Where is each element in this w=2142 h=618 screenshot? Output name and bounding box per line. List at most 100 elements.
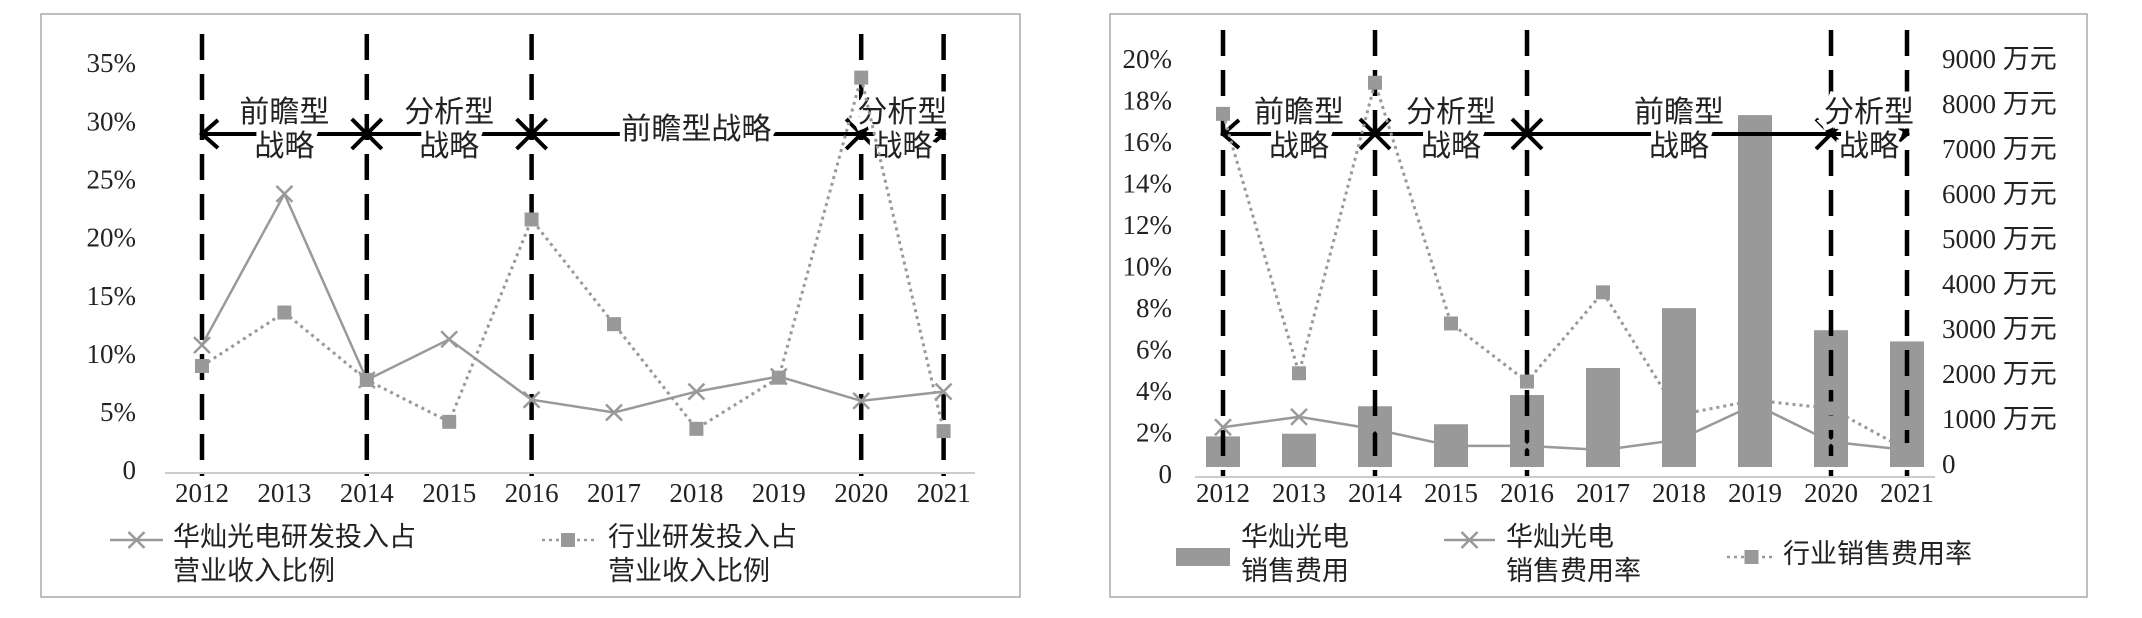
legend-label: 行业销售费用率 — [1783, 539, 1972, 569]
series-line — [1221, 77, 1908, 452]
y2-tick-label: 9000 万元 — [1942, 44, 2057, 74]
y2-tick-label: 4000 万元 — [1942, 269, 2057, 299]
point-marker — [1822, 432, 1840, 451]
x-tick-label: 2017 — [587, 478, 641, 508]
y2-tick-label: 6000 万元 — [1942, 179, 2057, 209]
point-marker — [1216, 106, 1230, 121]
phase-label: 分析型战略 — [857, 96, 947, 163]
point-marker — [1520, 374, 1534, 389]
phase-label: 分析型战略 — [404, 96, 494, 163]
y-tick-label: 18% — [1123, 86, 1173, 116]
point-marker — [1824, 401, 1838, 416]
point-marker — [1672, 407, 1686, 422]
point-marker — [522, 390, 541, 409]
point-marker — [936, 424, 951, 439]
point-marker — [442, 414, 457, 429]
y2-tick-label: 0 — [1942, 449, 1956, 479]
point-marker — [193, 336, 211, 354]
point-marker — [1292, 366, 1306, 381]
point-marker — [1366, 420, 1384, 439]
y2-tick-label: 5000 万元 — [1942, 224, 2057, 254]
x-tick-label: 2020 — [1804, 478, 1858, 508]
y-tick-label: 10% — [87, 339, 137, 369]
point-marker — [277, 305, 292, 320]
phase-label: 前瞻型战略 — [1254, 96, 1344, 163]
panel-left — [40, 13, 1021, 598]
y2-tick-label: 3000 万元 — [1942, 314, 2057, 344]
legend-marker — [1460, 531, 1479, 549]
series-line — [1222, 402, 1908, 452]
legend-label: 华灿光电销售费用 — [1241, 522, 1349, 586]
x-tick-label: 2021 — [917, 478, 971, 508]
x-tick-label: 2016 — [1500, 478, 1554, 508]
point-marker — [1368, 75, 1382, 90]
series-line — [200, 191, 944, 414]
y-tick-label: 25% — [87, 164, 137, 194]
y-tick-label: 20% — [87, 223, 137, 253]
phase-label: 前瞻型战略 — [239, 96, 329, 163]
point-marker — [605, 403, 623, 422]
y2-tick-label: 1000 万元 — [1942, 404, 2057, 434]
y-tick-label: 0 — [1159, 459, 1173, 489]
phase-label: 前瞻型战略 — [1634, 96, 1724, 163]
point-marker — [1442, 436, 1460, 455]
bar — [1282, 433, 1316, 467]
phase-cross — [844, 117, 879, 151]
legend-marker — [1744, 550, 1759, 564]
y-tick-label: 30% — [87, 106, 137, 136]
panel-right — [1109, 13, 2088, 598]
point-marker — [1594, 441, 1612, 459]
phase-cross — [514, 117, 549, 151]
point-marker — [275, 185, 294, 203]
phase-label: 前瞻型战略 — [621, 113, 771, 146]
point-marker — [771, 370, 786, 385]
point-marker — [195, 359, 209, 374]
y-tick-label: 6% — [1136, 335, 1172, 365]
chart: 0 5% 10% 15% 20% 25% 30% 35% 2012 2013 2014 2015 201… — [87, 34, 975, 586]
point-marker — [1214, 418, 1232, 437]
y-tick-label: 20% — [1123, 44, 1173, 74]
x-tick-label: 2017 — [1576, 478, 1630, 508]
phase-label: 分析型战略 — [1824, 96, 1914, 163]
x-tick-label: 2018 — [1652, 478, 1706, 508]
x-tick-label: 2021 — [1880, 478, 1934, 508]
y-tick-label: 12% — [1123, 210, 1173, 240]
point-marker — [1290, 407, 1308, 426]
point-marker — [1748, 393, 1762, 408]
phase-label: 分析型战略 — [1406, 96, 1496, 163]
x-tick-label: 2015 — [1424, 478, 1478, 508]
y-tick-label: 4% — [1136, 376, 1172, 406]
point-marker — [1670, 430, 1688, 449]
phase-cross — [349, 117, 384, 151]
legend-label: 华灿光电研发投入占营业收入比例 — [173, 522, 416, 586]
phase-cross — [1510, 117, 1544, 151]
x-tick-label: 2014 — [340, 478, 395, 508]
y-tick-label: 5% — [100, 397, 136, 427]
x-tick-label: 2012 — [1196, 478, 1250, 508]
point-marker — [1596, 285, 1610, 300]
point-marker — [1444, 316, 1458, 331]
y2-tick-label: 7000 万元 — [1942, 134, 2057, 164]
x-tick-label: 2018 — [669, 478, 723, 508]
legend-swatch — [1176, 548, 1230, 566]
bar — [1662, 308, 1696, 467]
x-tick-label: 2013 — [257, 478, 311, 508]
y-tick-label: 14% — [1123, 169, 1173, 199]
legend-label: 华灿光电销售费用率 — [1506, 522, 1641, 586]
arrow-head — [1219, 118, 1241, 150]
x-tick-label: 2016 — [505, 478, 559, 508]
point-marker — [359, 372, 374, 387]
phase-cross — [1358, 117, 1392, 151]
y-tick-label: 0 — [123, 455, 137, 485]
x-tick-label: 2020 — [834, 478, 888, 508]
y-tick-label: 10% — [1123, 252, 1173, 282]
point-marker — [607, 317, 621, 332]
y-tick-label: 8% — [1136, 293, 1172, 323]
point-marker — [440, 330, 459, 349]
legend-label: 行业研发投入占营业收入比例 — [608, 522, 797, 586]
arrow-head — [926, 118, 947, 150]
legend-marker — [127, 531, 146, 549]
point-marker — [687, 382, 706, 401]
x-tick-label: 2013 — [1272, 478, 1326, 508]
